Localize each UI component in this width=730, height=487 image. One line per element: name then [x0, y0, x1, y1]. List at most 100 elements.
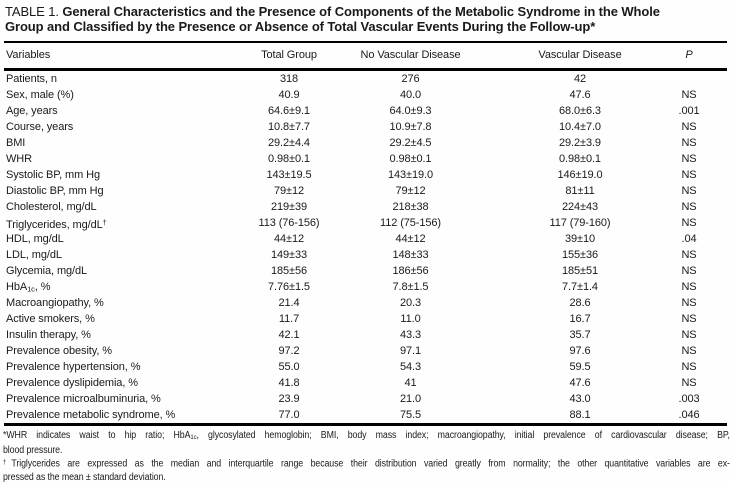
footnotes: *WHR indicates waist to hip ratio; HbA1c…	[3, 430, 730, 485]
table-row: Prevalence hypertension, % 55.0 54.3 59.5 NS	[0, 359, 730, 375]
total-group-value: 41.8	[278, 376, 300, 389]
vascular-disease-value: 81±11	[565, 184, 595, 197]
p-value: .001	[678, 104, 700, 117]
p-value: NS	[681, 200, 697, 213]
p-value: NS	[681, 216, 697, 229]
no-vascular-disease-value: 21.0	[399, 392, 421, 405]
table-row: Age, years 64.6±9.1 64.0±9.3 68.0±6.3 .001	[0, 103, 730, 119]
row-label: Glycemia, mg/dL	[6, 264, 88, 277]
table-number-label: TABLE 1.	[5, 4, 59, 19]
row-label: Prevalence microalbuminuria, %	[6, 392, 161, 405]
column-header-p: P	[685, 49, 693, 62]
no-vascular-disease-value: 11.0	[400, 312, 421, 325]
no-vascular-disease-value: 7.8±1.5	[392, 280, 429, 293]
vascular-disease-value: 7.7±1.4	[562, 280, 598, 293]
vascular-disease-value: 47.6	[569, 88, 591, 101]
table-row: Triglycerides, mg/dL† 113 (76-156) 112 (75…	[0, 215, 730, 231]
row-label: LDL, mg/dL	[6, 248, 62, 261]
table-row: Systolic BP, mm Hg 143±19.5 143±19.0 146±19…	[0, 167, 730, 183]
vascular-disease-value: 88.1	[569, 408, 591, 421]
table-row: Active smokers, % 11.7 11.0 16.7 NS	[0, 311, 730, 327]
total-group-value: 23.9	[278, 392, 300, 405]
table-row: Prevalence metabolic syndrome, % 77.0 75.5…	[0, 407, 730, 423]
no-vascular-disease-value: 148±33	[392, 248, 429, 261]
row-label: Prevalence dyslipidemia, %	[6, 376, 138, 389]
total-group-value: 185±56	[270, 264, 308, 277]
vascular-disease-value: 28.6	[569, 296, 591, 309]
table-row: Cholesterol, mg/dL 219±39 218±38 224±43 NS	[0, 199, 730, 215]
no-vascular-disease-value: 43.3	[399, 328, 421, 341]
no-vascular-disease-value: 54.3	[399, 360, 421, 373]
no-vascular-disease-value: 20.3	[399, 296, 421, 309]
row-label: Sex, male (%)	[6, 88, 74, 101]
vascular-disease-value: 10.4±7.0	[559, 120, 601, 133]
total-group-value: 42.1	[278, 328, 300, 341]
table-title-text1: General Characteristics and the Presence…	[62, 4, 660, 19]
p-value: NS	[681, 296, 697, 309]
p-value: NS	[681, 328, 697, 341]
total-group-value: 219±39	[270, 200, 308, 213]
table-row: Insulin therapy, % 42.1 43.3 35.7 NS	[0, 327, 730, 343]
top-rule	[4, 40, 727, 43]
total-group-value: 55.0	[278, 360, 300, 373]
vascular-disease-value: 39±10	[564, 232, 595, 245]
no-vascular-disease-value: 79±12	[395, 184, 426, 197]
total-group-value: 97.2	[278, 344, 300, 357]
vascular-disease-value: 35.7	[569, 328, 591, 341]
footnote-triglycerides-line1: †Triglycerides are expressed as the medi…	[3, 458, 730, 470]
column-header-no-vascular-disease: No Vascular Disease	[360, 49, 461, 62]
total-group-value: 7.76±1.5	[268, 280, 310, 293]
vascular-disease-value: 146±19.0	[557, 168, 603, 181]
vascular-disease-value: 0.98±0.1	[559, 152, 601, 165]
vascular-disease-value: 16.7	[569, 312, 591, 325]
table-title-line1: TABLE 1. General Characteristics and the…	[5, 4, 726, 19]
table-body: Patients, n 318 276 42 Sex, male (%) 40.9 40.0…	[0, 71, 730, 423]
column-header-variables: Variables	[6, 49, 51, 62]
vascular-disease-value: 42	[573, 72, 587, 85]
total-group-value: 77.0	[278, 408, 300, 421]
table-row: LDL, mg/dL 149±33 148±33 155±36 NS	[0, 247, 730, 263]
table-row: HbA1c, % 7.76±1.5 7.8±1.5 7.7±1.4 NS	[0, 279, 730, 295]
p-value	[668, 71, 730, 87]
total-group-value: 40.9	[278, 88, 300, 101]
p-value: NS	[681, 168, 697, 181]
table-row: Course, years 10.8±7.7 10.9±7.8 10.4±7.0 NS	[0, 119, 730, 135]
total-group-value: 10.8±7.7	[268, 120, 310, 133]
no-vascular-disease-value: 0.98±0.1	[389, 152, 432, 165]
vascular-disease-value: 47.6	[569, 376, 591, 389]
p-value: NS	[681, 376, 697, 389]
table-row: HDL, mg/dL 44±12 44±12 39±10 .04	[0, 231, 730, 247]
row-label: Prevalence metabolic syndrome, %	[6, 408, 176, 421]
total-group-value: 149±33	[270, 248, 308, 261]
p-value: NS	[681, 120, 697, 133]
row-label: BMI	[6, 136, 26, 149]
p-value: NS	[681, 88, 697, 101]
row-label: Cholesterol, mg/dL	[6, 200, 97, 213]
header-divider-rule	[4, 67, 727, 71]
p-value: NS	[681, 264, 697, 277]
no-vascular-disease-value: 112 (75-156)	[380, 216, 441, 229]
column-header-vascular-disease: Vascular Disease	[538, 49, 622, 62]
table-row: Prevalence microalbuminuria, % 23.9 21.0 43…	[0, 391, 730, 407]
footnote-triglycerides-line2: pressed as the mean ± standard deviation…	[3, 471, 166, 483]
table-row: Glycemia, mg/dL 185±56 186±56 185±51 NS	[0, 263, 730, 279]
vascular-disease-value: 29.2±3.9	[559, 136, 601, 149]
p-value: NS	[681, 312, 697, 325]
table-row: BMI 29.2±4.4 29.2±4.5 29.2±3.9 NS	[0, 135, 730, 151]
p-value: .046	[678, 408, 700, 421]
column-header-total-group: Total Group	[261, 49, 317, 62]
no-vascular-disease-value: 64.0±9.3	[389, 104, 432, 117]
no-vascular-disease-value: 41	[404, 376, 417, 389]
p-value: .003	[678, 392, 700, 405]
footnote-abbreviations-line2: blood pressure.	[3, 444, 63, 456]
row-label: Age, years	[6, 104, 58, 117]
p-value: NS	[681, 248, 697, 261]
row-label: Triglycerides, mg/dL†	[6, 217, 107, 231]
row-label: Course, years	[6, 120, 74, 133]
total-group-value: 318	[279, 72, 299, 85]
p-value: NS	[681, 136, 697, 149]
row-label: Patients, n	[6, 72, 57, 85]
vascular-disease-value: 155±36	[561, 248, 599, 261]
footnote-abbreviations-line1: *WHR indicates waist to hip ratio; HbA1c…	[3, 429, 730, 441]
